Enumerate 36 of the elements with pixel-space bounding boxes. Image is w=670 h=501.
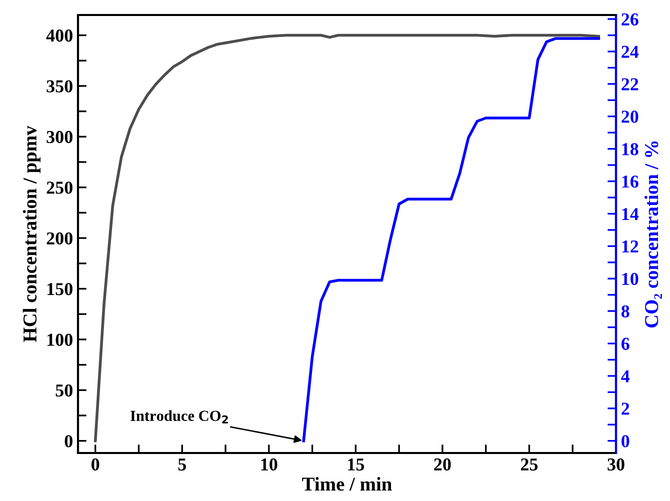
y2-tick-label: 22	[622, 78, 638, 90]
y2-tick-label: 10	[622, 272, 638, 286]
y2-tick-label: 26	[622, 13, 638, 26]
y2-tick-label: 0	[622, 435, 630, 448]
x-tick-label: 30	[608, 458, 624, 471]
x-axis-title: Time / min	[302, 477, 392, 491]
y2-tick-label: 8	[621, 305, 630, 318]
x-tick-label: 5	[178, 458, 186, 471]
annotation: Introduce CO$_{2}$	[130, 410, 228, 424]
y-tick-label: 350	[46, 80, 72, 92]
y2-tick-label: 12	[622, 240, 638, 252]
x-tick-label: 25	[520, 458, 538, 471]
line-series	[94, 34, 600, 442]
y2-tick-label: 4	[621, 370, 630, 382]
y2-tick-label: 18	[622, 143, 638, 156]
y-tick-label: 0	[64, 435, 72, 448]
y-tick-label: 300	[46, 130, 72, 144]
y2-tick-label: 24	[622, 46, 639, 58]
y-axis-title: HCl concentration / ppmv	[22, 126, 40, 342]
line-series	[302, 37, 600, 442]
y-tick-label: 50	[56, 384, 72, 397]
y-tick-label: 150	[48, 283, 72, 296]
x-tick-label: 15	[348, 458, 364, 471]
x-tick-label: 0	[92, 458, 100, 471]
y-tick-label: 100	[48, 334, 72, 346]
y-tick-label: 200	[46, 232, 72, 244]
y-tick-label: 250	[46, 182, 72, 194]
y2-tick-label: 6	[621, 338, 630, 350]
y2-tick-label: 16	[622, 176, 638, 188]
x-tick-label: 10	[261, 458, 278, 471]
y-tick-label: 400	[46, 30, 72, 42]
y2-tick-label: 20	[622, 110, 638, 123]
y2-axis-title: CO₂ concentration / %	[644, 141, 662, 328]
x-tick-label: 20	[434, 458, 451, 471]
y2-tick-label: 2	[622, 402, 630, 415]
y2-tick-label: 14	[622, 208, 639, 220]
